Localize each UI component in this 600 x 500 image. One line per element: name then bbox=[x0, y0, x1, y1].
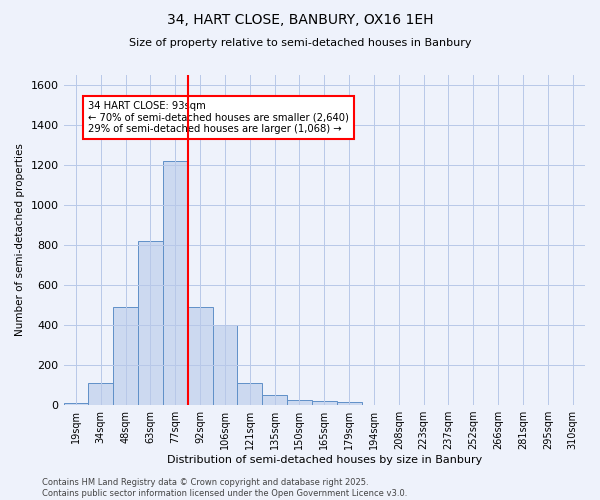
Text: Contains HM Land Registry data © Crown copyright and database right 2025.
Contai: Contains HM Land Registry data © Crown c… bbox=[42, 478, 407, 498]
Bar bbox=[262, 395, 287, 405]
Bar bbox=[64, 403, 88, 405]
Bar bbox=[337, 402, 362, 405]
Bar bbox=[163, 161, 188, 405]
Bar bbox=[238, 383, 262, 405]
Bar bbox=[88, 383, 113, 405]
Bar bbox=[138, 241, 163, 405]
Bar bbox=[312, 402, 337, 405]
Text: 34 HART CLOSE: 93sqm
← 70% of semi-detached houses are smaller (2,640)
29% of se: 34 HART CLOSE: 93sqm ← 70% of semi-detac… bbox=[88, 101, 349, 134]
Bar bbox=[212, 325, 238, 405]
Bar bbox=[188, 307, 212, 405]
Bar bbox=[113, 307, 138, 405]
Text: Size of property relative to semi-detached houses in Banbury: Size of property relative to semi-detach… bbox=[129, 38, 471, 48]
Bar bbox=[287, 400, 312, 405]
Y-axis label: Number of semi-detached properties: Number of semi-detached properties bbox=[15, 144, 25, 336]
Text: 34, HART CLOSE, BANBURY, OX16 1EH: 34, HART CLOSE, BANBURY, OX16 1EH bbox=[167, 12, 433, 26]
X-axis label: Distribution of semi-detached houses by size in Banbury: Distribution of semi-detached houses by … bbox=[167, 455, 482, 465]
